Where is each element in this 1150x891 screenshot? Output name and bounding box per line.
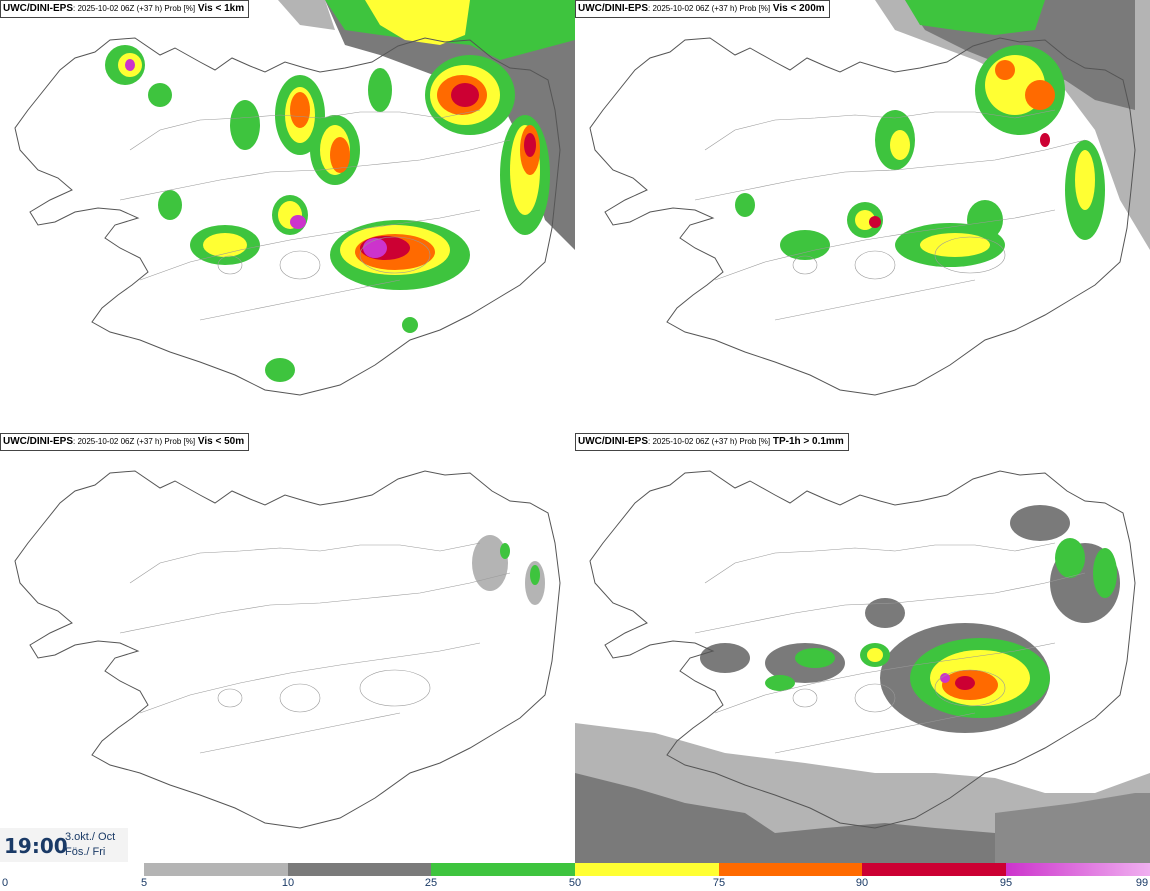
colorbar-seg-90-95: [862, 863, 1006, 876]
panel-source: UWC/DINI-EPS: [3, 436, 73, 447]
colorbar-seg-95-99: [1006, 863, 1150, 876]
tick-label: 10: [281, 877, 295, 889]
valid-time: 19:00: [4, 834, 68, 858]
colorbar-seg-5-10: [144, 863, 288, 876]
tick-label: 25: [424, 877, 438, 889]
map-vis-200m: [589, 0, 1150, 396]
colorbar-seg-75-90: [719, 863, 862, 876]
valid-day: Fös./ Fri: [65, 846, 106, 858]
panel-variable: TP-1h > 0.1mm: [772, 436, 844, 447]
panel-variable: Vis < 200m: [772, 3, 825, 14]
map-panel-vis-200m: UWC/DINI-EPS: 2025-10-02 06Z (+37 h) Pro…: [575, 0, 1150, 430]
prob-area-green-north: [905, 0, 1045, 35]
panel-meta: : 2025-10-02 06Z (+37 h) Prob [%]: [648, 437, 771, 446]
map-vis-50m: [14, 470, 561, 829]
map-tp-1h: [575, 470, 1150, 863]
valid-date: 3.okt./ Oct: [65, 831, 116, 843]
panel-source: UWC/DINI-EPS: [578, 3, 648, 14]
panel-variable: Vis < 50m: [197, 436, 245, 447]
tick-label: 50: [568, 877, 582, 889]
panel-title: UWC/DINI-EPS: 2025-10-02 06Z (+37 h) Pro…: [0, 0, 250, 18]
tick-label: 5: [140, 877, 148, 889]
tick-label: 95: [999, 877, 1013, 889]
valid-time-box: 19:00 3.okt./ Oct Fös./ Fri: [0, 828, 128, 862]
map-panel-vis-50m: UWC/DINI-EPS: 2025-10-02 06Z (+37 h) Pro…: [0, 433, 575, 863]
colorbar-seg-25-50: [431, 863, 575, 876]
map-panel-vis-1km: UWC/DINI-EPS: 2025-10-02 06Z (+37 h) Pro…: [0, 0, 575, 430]
tick-label: 75: [712, 877, 726, 889]
panel-source: UWC/DINI-EPS: [578, 436, 648, 447]
panel-variable: Vis < 1km: [197, 3, 245, 14]
tick-label: 90: [855, 877, 869, 889]
colorbar-seg-50-75: [575, 863, 719, 876]
tick-label: 99: [1135, 877, 1149, 889]
prob-area-yellow-north: [365, 0, 470, 45]
map-vis-1km: [14, 0, 575, 396]
panel-title: UWC/DINI-EPS: 2025-10-02 06Z (+37 h) Pro…: [575, 433, 849, 451]
panel-meta: : 2025-10-02 06Z (+37 h) Prob [%]: [648, 4, 771, 13]
colorbar-seg-10-25: [288, 863, 431, 876]
map-panel-tp-1h: UWC/DINI-EPS: 2025-10-02 06Z (+37 h) Pro…: [575, 433, 1150, 863]
colorbar-ticks: 0 5 10 25 50 75 90 95 99: [0, 877, 1150, 891]
prob-area-grey-north: [325, 0, 575, 250]
tick-label: 0: [1, 877, 9, 889]
probability-colorbar: [144, 863, 1150, 876]
panel-meta: : 2025-10-02 06Z (+37 h) Prob [%]: [73, 437, 196, 446]
panel-meta: : 2025-10-02 06Z (+37 h) Prob [%]: [73, 4, 196, 13]
panel-source: UWC/DINI-EPS: [3, 3, 73, 14]
panel-title: UWC/DINI-EPS: 2025-10-02 06Z (+37 h) Pro…: [575, 0, 830, 18]
panel-title: UWC/DINI-EPS: 2025-10-02 06Z (+37 h) Pro…: [0, 433, 250, 451]
